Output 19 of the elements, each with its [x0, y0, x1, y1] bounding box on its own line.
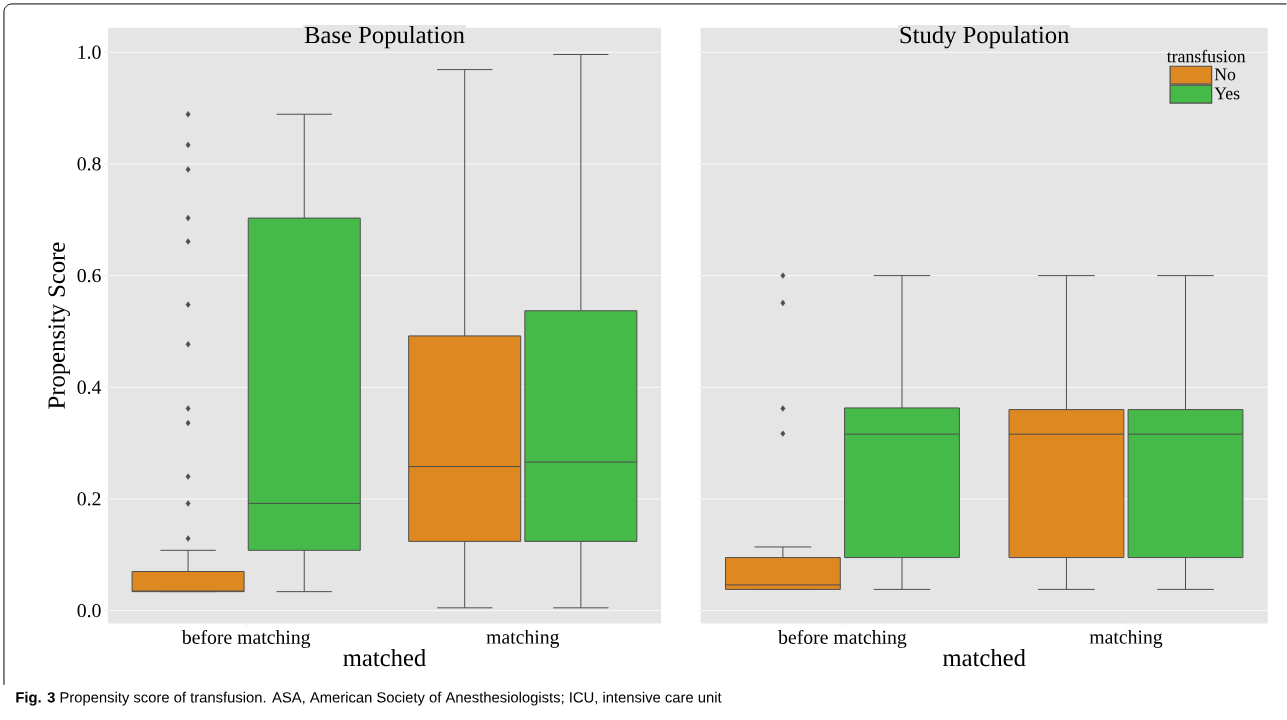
x-tick-label: matching: [1089, 629, 1163, 648]
x-axis-title: matched: [343, 648, 426, 667]
y-tick-label: 0.0: [77, 603, 101, 618]
legend-label: No: [1214, 68, 1236, 81]
y-tick-label: 0.8: [77, 157, 101, 171]
y-tick-label: 0.2: [77, 492, 101, 506]
x-tick-label: matching: [486, 629, 560, 648]
legend-title: transfusion: [1166, 49, 1246, 63]
x-axis-title: matched: [942, 648, 1026, 667]
y-tick-label: 0.6: [77, 268, 101, 283]
legend-label: Yes: [1214, 87, 1240, 100]
x-tick-label: before matching: [778, 629, 907, 648]
chart-title: Base Population: [304, 25, 465, 49]
y-tick-label: 0.4: [77, 380, 102, 394]
y-axis-title: Propensity Score: [48, 242, 71, 409]
chart-title: Study Population: [900, 25, 1070, 49]
x-tick-label: before matching: [181, 629, 311, 648]
text: Fig. 3 Propensity score of transfusion. ASA, American Society of Anesthesiologists; ICU, intensive care unit: [16, 691, 722, 706]
y-tick-label: 1.0: [78, 45, 101, 59]
